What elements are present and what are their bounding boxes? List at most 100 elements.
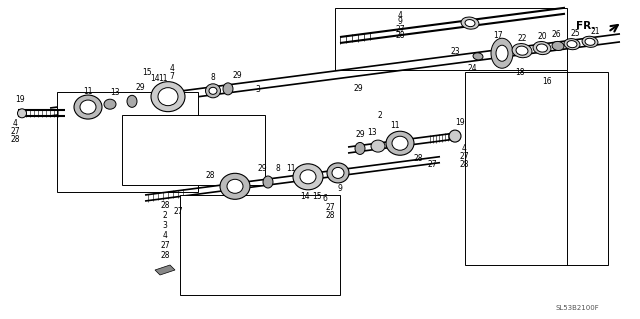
Text: 24: 24: [467, 64, 477, 73]
Text: 4: 4: [170, 64, 175, 73]
Ellipse shape: [74, 95, 102, 119]
Text: 2: 2: [378, 110, 382, 120]
Text: 21: 21: [590, 27, 600, 36]
Ellipse shape: [582, 36, 598, 47]
Text: 27: 27: [395, 25, 405, 33]
Text: 28: 28: [460, 160, 468, 168]
Ellipse shape: [371, 140, 385, 152]
Text: 11: 11: [286, 164, 296, 173]
Ellipse shape: [300, 170, 316, 184]
Ellipse shape: [516, 46, 528, 55]
Text: 4: 4: [163, 231, 168, 240]
Polygon shape: [335, 8, 567, 70]
Ellipse shape: [220, 173, 250, 199]
Ellipse shape: [585, 38, 595, 45]
Ellipse shape: [564, 39, 580, 50]
Ellipse shape: [536, 44, 547, 52]
Ellipse shape: [512, 44, 532, 58]
Text: 16: 16: [542, 78, 552, 86]
Ellipse shape: [127, 95, 137, 107]
Ellipse shape: [158, 88, 178, 106]
Text: 4: 4: [461, 144, 467, 152]
Ellipse shape: [227, 179, 243, 193]
Ellipse shape: [205, 84, 221, 98]
Ellipse shape: [567, 41, 577, 48]
Ellipse shape: [392, 136, 408, 150]
Text: 29: 29: [232, 71, 242, 80]
Polygon shape: [155, 265, 175, 275]
Text: 19: 19: [15, 95, 25, 104]
Text: 8: 8: [211, 73, 216, 82]
Text: 26: 26: [551, 30, 561, 40]
Text: 14: 14: [300, 192, 310, 201]
Text: 13: 13: [367, 128, 377, 137]
Text: 25: 25: [570, 29, 580, 38]
Text: 15: 15: [312, 192, 322, 201]
Text: 11: 11: [158, 74, 168, 83]
Polygon shape: [180, 195, 340, 295]
Polygon shape: [465, 72, 608, 265]
Ellipse shape: [327, 163, 349, 183]
Text: 28: 28: [10, 135, 20, 144]
Text: 29: 29: [353, 84, 363, 93]
Text: 28: 28: [396, 32, 404, 41]
Ellipse shape: [473, 53, 483, 60]
Text: 28: 28: [160, 201, 170, 210]
Ellipse shape: [465, 19, 475, 26]
Ellipse shape: [17, 109, 26, 118]
Ellipse shape: [151, 82, 185, 112]
Text: FR.: FR.: [575, 21, 595, 31]
Text: 4: 4: [397, 11, 403, 19]
Ellipse shape: [355, 143, 365, 154]
Text: 27: 27: [160, 241, 170, 249]
Text: 2: 2: [163, 211, 168, 219]
Ellipse shape: [496, 45, 508, 61]
Ellipse shape: [223, 83, 233, 95]
Text: 29: 29: [135, 83, 145, 92]
Text: 28: 28: [205, 171, 215, 180]
Text: 11: 11: [83, 86, 93, 96]
Text: 15: 15: [142, 68, 152, 77]
Polygon shape: [122, 115, 265, 185]
Text: 27: 27: [173, 207, 183, 216]
Text: 9: 9: [337, 184, 342, 193]
Text: 27: 27: [459, 152, 469, 160]
Ellipse shape: [552, 41, 564, 50]
Text: 4: 4: [13, 119, 17, 128]
Ellipse shape: [332, 167, 344, 178]
Text: 13: 13: [110, 88, 120, 97]
Text: 3: 3: [163, 220, 168, 229]
Ellipse shape: [461, 17, 479, 29]
Text: 29: 29: [355, 130, 365, 139]
Text: 28: 28: [413, 154, 423, 163]
Text: 29: 29: [257, 164, 267, 173]
Text: 28: 28: [325, 211, 335, 220]
Text: 27: 27: [427, 160, 437, 168]
Text: 18: 18: [515, 68, 525, 78]
Ellipse shape: [449, 130, 461, 142]
Ellipse shape: [293, 164, 323, 190]
Text: 14: 14: [150, 74, 160, 83]
Text: 19: 19: [455, 118, 465, 127]
Text: 6: 6: [323, 194, 328, 204]
Text: 28: 28: [160, 250, 170, 259]
Text: 22: 22: [517, 34, 527, 43]
Polygon shape: [57, 92, 198, 192]
Ellipse shape: [209, 87, 217, 94]
Text: 17: 17: [493, 31, 503, 40]
Text: 9: 9: [397, 18, 403, 26]
Ellipse shape: [491, 38, 513, 68]
Ellipse shape: [386, 131, 414, 155]
Ellipse shape: [263, 176, 273, 188]
Text: 20: 20: [537, 32, 547, 41]
Text: SL53B2100F: SL53B2100F: [555, 305, 599, 311]
Text: 7: 7: [170, 72, 175, 81]
Text: 4: 4: [301, 164, 305, 173]
Text: 27: 27: [10, 127, 20, 136]
Text: 23: 23: [450, 48, 460, 56]
Ellipse shape: [533, 41, 551, 55]
Text: 8: 8: [276, 164, 280, 173]
Text: 27: 27: [325, 204, 335, 212]
Text: 3: 3: [255, 85, 260, 94]
Text: 11: 11: [390, 121, 400, 130]
